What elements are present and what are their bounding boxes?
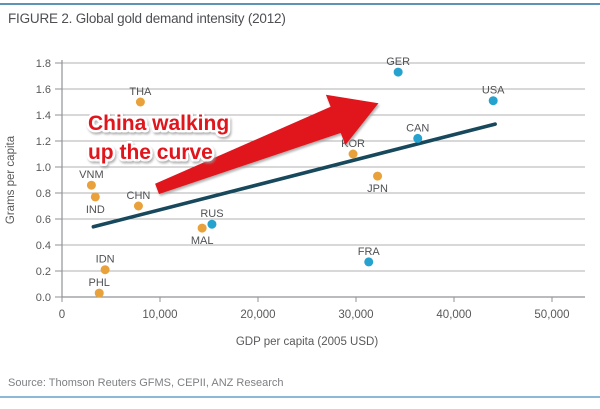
- data-point-MAL: [197, 223, 207, 233]
- annotation-text-line: China walking: [88, 112, 229, 135]
- data-point-IND: [90, 192, 100, 202]
- point-label-FRA: FRA: [358, 246, 381, 258]
- x-tick-label: 40,000: [436, 309, 471, 321]
- data-point-PHL: [94, 288, 104, 298]
- point-label-CHN: CHN: [127, 190, 151, 202]
- trend-line: [91, 122, 497, 229]
- data-point-JPN: [373, 171, 383, 181]
- point-label-IND: IND: [86, 204, 105, 216]
- y-tick-label: 1.4: [36, 110, 51, 122]
- data-point-IDN: [100, 265, 110, 275]
- point-label-CAN: CAN: [406, 122, 429, 134]
- x-tick-label: 50,000: [534, 309, 569, 321]
- x-tick-label: 20,000: [240, 309, 275, 321]
- y-tick-label: 1.6: [36, 84, 51, 96]
- data-point-CAN: [413, 133, 423, 143]
- x-tick-label: 30,000: [338, 309, 373, 321]
- data-point-GER: [393, 67, 403, 77]
- y-tick-label: 0.8: [36, 188, 51, 200]
- point-label-PHL: PHL: [89, 277, 110, 289]
- y-tick-label: 0.2: [36, 266, 51, 278]
- y-tick-label: 1.0: [36, 162, 51, 174]
- bottom-rule: [0, 396, 600, 398]
- x-axis-title: GDP per capita (2005 USD): [236, 336, 378, 348]
- point-label-VNM: VNM: [79, 169, 103, 181]
- data-point-RUS: [207, 219, 217, 229]
- annotation-text-line: up the curve: [88, 141, 213, 164]
- top-rule: [0, 3, 600, 5]
- point-label-USA: USA: [482, 85, 505, 97]
- data-point-VNM: [86, 180, 96, 190]
- trend-arrow: [155, 94, 379, 195]
- point-label-THA: THA: [129, 86, 152, 98]
- x-tick-label: 10,000: [142, 309, 177, 321]
- y-tick-label: 0.6: [36, 214, 51, 226]
- data-point-KOR: [348, 149, 358, 159]
- data-point-CHN: [133, 201, 143, 211]
- source-text: Source: Thomson Reuters GFMS, CEPII, ANZ…: [8, 377, 284, 389]
- point-label-RUS: RUS: [200, 208, 223, 220]
- data-point-FRA: [364, 257, 374, 267]
- point-label-GER: GER: [386, 56, 410, 68]
- y-tick-label: 1.8: [36, 58, 51, 70]
- point-label-MAL: MAL: [191, 235, 214, 247]
- y-tick-label: 1.2: [36, 136, 51, 148]
- data-point-THA: [135, 97, 145, 107]
- y-axis-title: Grams per capita: [5, 135, 17, 224]
- x-tick-label: 0: [59, 309, 65, 321]
- y-tick-label: 0.4: [36, 240, 51, 252]
- figure-title: FIGURE 2. Global gold demand intensity (…: [8, 11, 286, 26]
- point-label-JPN: JPN: [367, 183, 388, 195]
- point-label-IDN: IDN: [96, 254, 115, 266]
- data-point-USA: [488, 96, 498, 106]
- y-tick-label: 0.0: [36, 292, 51, 304]
